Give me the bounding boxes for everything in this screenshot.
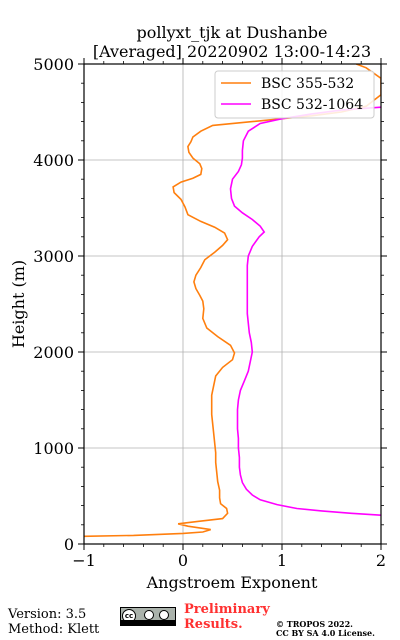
legend: BSC 355-532 BSC 532-1064 bbox=[214, 70, 375, 119]
method-text: Method: Klett bbox=[8, 622, 100, 637]
plot-frame bbox=[83, 63, 382, 545]
x-tick-label: −1 bbox=[72, 551, 96, 570]
legend-label-bsc-532-1064: BSC 532-1064 bbox=[261, 97, 363, 113]
copyright-notice: © TROPOS 2022. CC BY SA 4.0 License. bbox=[276, 620, 375, 638]
preliminary-line-2: Results. bbox=[184, 617, 243, 632]
chart-subtitle: [Averaged] 20220902 13:00-14:23 bbox=[93, 42, 371, 61]
y-tick-label: 4000 bbox=[33, 151, 74, 170]
x-tick-label: 2 bbox=[376, 551, 386, 570]
y-tick-label: 5000 bbox=[33, 55, 74, 74]
preliminary-line-1: Preliminary bbox=[184, 602, 270, 617]
cc-by-sa-icon: cc bbox=[120, 607, 176, 626]
grid-lines bbox=[83, 63, 382, 545]
by-attribution-icon bbox=[144, 610, 154, 620]
series-line-bsc-532-1064 bbox=[229, 106, 381, 516]
legend-box bbox=[214, 70, 375, 119]
y-tick-label: 2000 bbox=[33, 343, 74, 362]
cc-badge-strip bbox=[121, 620, 175, 625]
legend-label-bsc-355-532: BSC 355-532 bbox=[261, 76, 354, 92]
copyright-line-2: CC BY SA 4.0 License. bbox=[276, 628, 375, 638]
sa-sharealike-icon bbox=[159, 610, 169, 620]
series-line-bsc-355-532 bbox=[84, 64, 381, 538]
preliminary-results-note: Preliminary Results. bbox=[184, 602, 270, 632]
y-tick-label: 0 bbox=[64, 535, 74, 554]
x-tick-label: 1 bbox=[277, 551, 287, 570]
version-text: Version: 3.5 bbox=[8, 607, 87, 622]
series-lines bbox=[84, 64, 381, 538]
y-tick-label: 3000 bbox=[33, 247, 74, 266]
y-tick-label: 1000 bbox=[33, 439, 74, 458]
chart-title: pollyxt_tjk at Dushanbe bbox=[136, 23, 327, 42]
copyright-line-1: © TROPOS 2022. bbox=[276, 619, 353, 629]
x-tick-label: 0 bbox=[178, 551, 188, 570]
x-axis-label: Angstroem Exponent bbox=[146, 573, 318, 592]
y-axis-label: Height (m) bbox=[9, 260, 28, 348]
angstrom-profile-chart: pollyxt_tjk at Dushanbe [Averaged] 20220… bbox=[9, 23, 387, 592]
